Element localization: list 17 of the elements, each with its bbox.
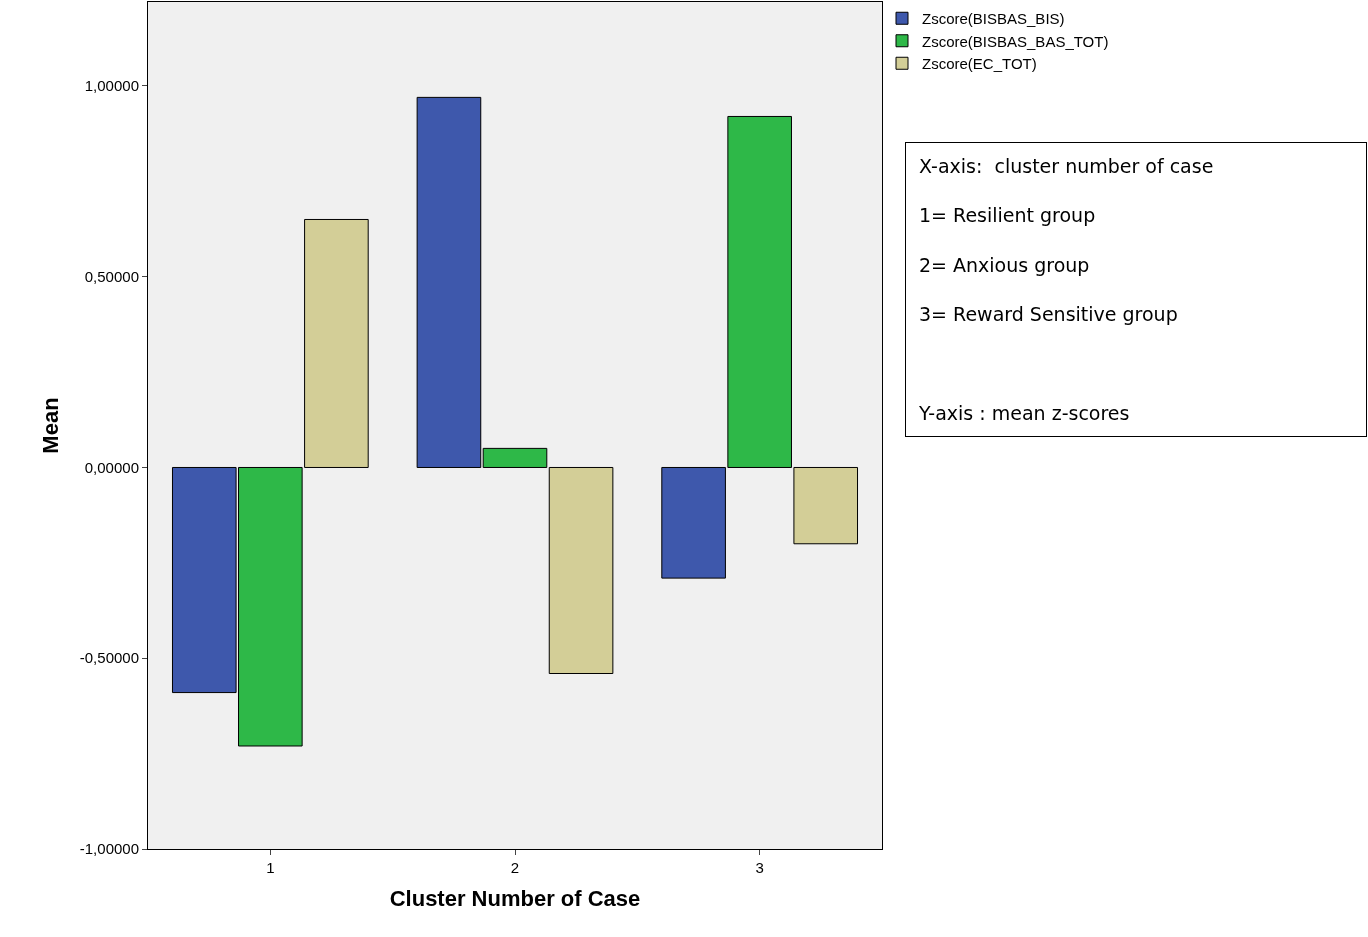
legend-label: Zscore(BISBAS_BAS_TOT) <box>922 32 1109 50</box>
y-tick-label: -0,50000 <box>79 649 139 667</box>
bar <box>482 447 548 468</box>
legend-label: Zscore(EC_TOT) <box>922 55 1037 73</box>
x-tick-label: 1 <box>266 859 275 876</box>
y-tick-label: 1,00000 <box>84 77 139 95</box>
bar <box>416 96 482 468</box>
text: X-axis: cluster number of case 1= Resilient group 2= Anxious group 3= Reward Sensitive group Y-axis : mean z-scores <box>919 155 1214 424</box>
x-axis-title: Cluster Number of Case <box>389 885 641 911</box>
y-axis-title: Mean <box>37 397 63 454</box>
y-tick-label: 0,50000 <box>84 267 139 285</box>
legend-label: Zscore(BISBAS_BIS) <box>922 10 1065 28</box>
y-tick-label: 0,00000 <box>84 458 139 476</box>
y-tick-label: -1,00000 <box>79 840 139 858</box>
bar <box>548 466 614 674</box>
x-tick-label: 2 <box>510 859 520 876</box>
x-tick-label: 3 <box>755 859 764 876</box>
